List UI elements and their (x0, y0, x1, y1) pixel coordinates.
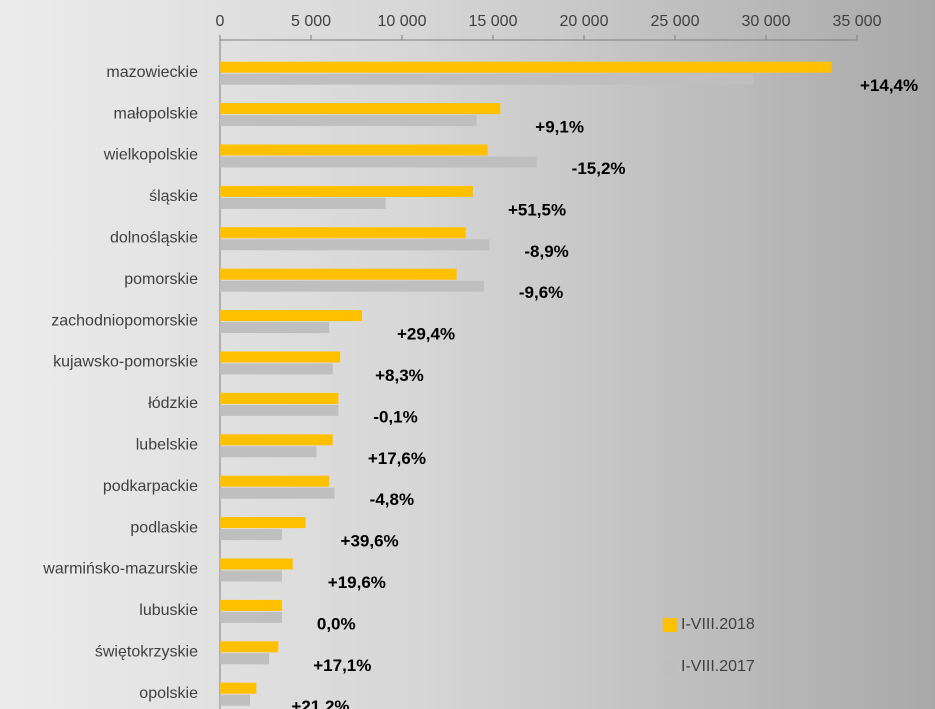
annotation: -8,9% (524, 242, 568, 261)
bar (220, 269, 457, 280)
bar (220, 227, 466, 238)
y-tick-label: pomorskie (124, 271, 198, 288)
bar (220, 446, 316, 457)
x-tick-label: 30 000 (742, 13, 791, 30)
bar (220, 393, 338, 404)
y-tick-label: lubelskie (136, 437, 198, 454)
bar (220, 612, 282, 623)
y-tick-label: kujawsko-pomorskie (53, 354, 198, 371)
bar (220, 488, 335, 499)
bar (220, 115, 477, 126)
annotation: -15,2% (572, 159, 626, 178)
y-tick-label: łódzkie (148, 395, 198, 412)
annotation: -0,1% (373, 407, 417, 426)
y-tick-label: warmińsko-mazurskie (42, 561, 198, 578)
bar (220, 559, 293, 570)
x-tick-label: 5 000 (291, 13, 331, 30)
bar (220, 364, 333, 375)
x-tick-label: 20 000 (560, 13, 609, 30)
x-tick-label: 10 000 (378, 13, 427, 30)
bar (220, 600, 282, 611)
bar (220, 571, 282, 582)
bar (220, 310, 362, 321)
y-tick-label: zachodniopomorskie (51, 312, 198, 329)
annotation: +39,6% (341, 532, 399, 551)
legend-label: I-VIII.2017 (681, 658, 755, 675)
annotation: +17,1% (313, 656, 371, 675)
x-tick-label: 15 000 (469, 13, 518, 30)
legend-swatch (663, 660, 677, 674)
bar (220, 74, 753, 85)
annotation: +9,1% (535, 118, 584, 137)
bar (220, 186, 473, 197)
bar (220, 157, 537, 168)
bar (220, 145, 488, 156)
bar (220, 198, 386, 209)
y-tick-label: lubuskie (139, 602, 198, 619)
bar (220, 476, 329, 487)
annotation: +14,4% (860, 76, 918, 95)
y-tick-label: mazowieckie (106, 64, 198, 81)
x-tick-label: 35 000 (833, 13, 882, 30)
annotation: 0,0% (317, 614, 356, 633)
bar (220, 239, 489, 250)
bar (220, 517, 306, 528)
bar (220, 434, 333, 445)
bar (220, 103, 500, 114)
bar (220, 529, 282, 540)
bar (220, 281, 484, 292)
annotation: -4,8% (370, 490, 414, 509)
annotation: +17,6% (368, 449, 426, 468)
y-tick-label: podkarpackie (103, 478, 198, 495)
y-tick-label: podlaskie (130, 519, 198, 536)
legend-label: I-VIII.2018 (681, 616, 755, 633)
y-tick-label: dolnośląskie (110, 230, 198, 247)
annotation: +51,5% (508, 200, 566, 219)
x-tick-label: 0 (216, 13, 225, 30)
y-tick-label: opolskie (139, 685, 198, 702)
bar (220, 683, 256, 694)
bar (220, 62, 832, 73)
x-tick-label: 25 000 (651, 13, 700, 30)
y-tick-label: śląskie (149, 188, 198, 205)
annotation: -9,6% (519, 283, 563, 302)
annotation: +29,4% (397, 325, 455, 344)
bar (220, 322, 329, 333)
bar (220, 641, 278, 652)
annotation: +19,6% (328, 573, 386, 592)
chart: 0 5 000 10 000 15 000 20 000 25 000 30 000 35 0… (0, 0, 935, 709)
bar (220, 405, 338, 416)
annotation: +8,3% (375, 366, 424, 385)
annotation: +21,2% (291, 697, 349, 709)
bar (220, 352, 340, 363)
legend-swatch (663, 618, 677, 632)
y-tick-label: małopolskie (114, 105, 199, 122)
y-tick-label: świętokrzyskie (95, 644, 198, 661)
y-tick-label: wielkopolskie (103, 147, 198, 164)
bar (220, 695, 250, 706)
bar (220, 653, 269, 664)
